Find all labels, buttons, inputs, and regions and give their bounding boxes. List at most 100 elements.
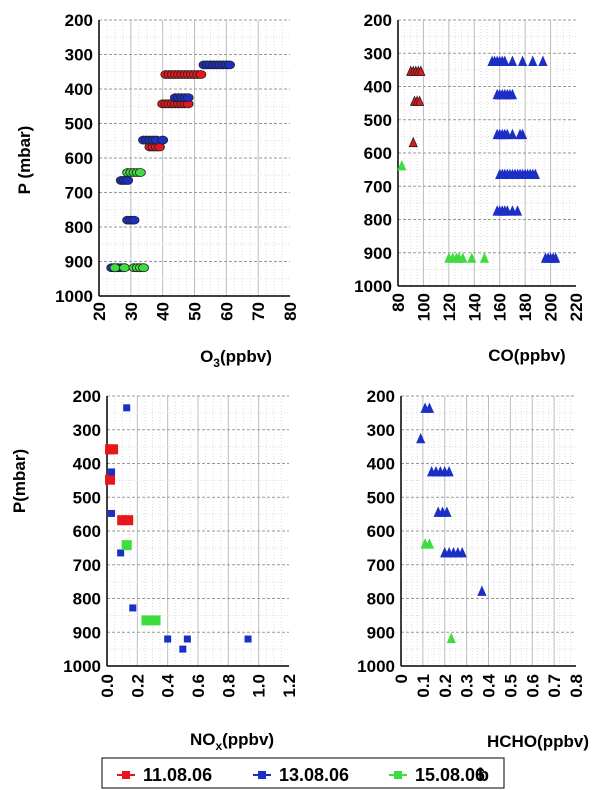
data-point	[530, 168, 540, 180]
y-tick-label: 1000	[63, 657, 101, 676]
x-tick-label: 0.1	[414, 674, 433, 698]
series-2	[487, 55, 561, 263]
data-point	[500, 55, 510, 66]
y-tick-label: 500	[364, 111, 392, 130]
x-tick-label: 0.7	[545, 674, 564, 698]
y-tick-label: 400	[367, 455, 395, 474]
data-point	[517, 128, 528, 140]
y-tick-label: 600	[65, 149, 93, 168]
y-tick-label: 500	[65, 115, 93, 134]
x-tick-label: 40	[154, 302, 173, 321]
data-point	[108, 444, 119, 455]
y-axis-label: P (mbar)	[15, 126, 34, 195]
x-tick-label: 160	[491, 293, 510, 321]
y-tick-label: 200	[73, 387, 101, 406]
y-tick-label: 900	[65, 253, 93, 272]
x-tick-label: 0.0	[98, 674, 117, 698]
y-tick-label: 700	[364, 177, 392, 196]
data-point	[123, 404, 131, 412]
series-3	[109, 168, 149, 273]
x-tick-label: 0.8	[567, 674, 586, 698]
y-axis-label: P(mbar)	[10, 449, 29, 513]
data-point	[424, 402, 435, 413]
legend: 11.08.06 13.08.06 15.08.06b	[101, 757, 505, 789]
legend-suffix: b	[478, 765, 489, 785]
data-point	[117, 515, 128, 526]
y-tick-label: 700	[73, 556, 101, 575]
x-tick-label: 1.0	[250, 674, 269, 698]
data-point	[183, 635, 191, 643]
legend-label: 11.08.06	[143, 765, 212, 785]
y-tick-label: 800	[73, 590, 101, 609]
data-point	[195, 70, 207, 79]
series-2	[108, 404, 252, 653]
grid	[400, 395, 576, 666]
y-tick-label: 800	[364, 211, 392, 230]
data-point	[141, 615, 152, 626]
x-tick-label: 70	[249, 302, 268, 321]
y-tick-label: 500	[367, 488, 395, 507]
x-tick-label: 0.4	[480, 673, 499, 697]
x-tick-label: 0	[392, 674, 411, 683]
x-tick-label: 20	[90, 302, 109, 321]
x-axis-label: NOx(ppbv)	[190, 730, 274, 753]
series-3	[420, 538, 456, 644]
series-1	[406, 65, 426, 148]
x-tick-label: 0.6	[189, 674, 208, 698]
data-point	[442, 506, 452, 517]
data-point	[424, 538, 435, 549]
x-tick-label: 80	[389, 293, 408, 312]
x-tick-label: 120	[440, 293, 459, 321]
data-point	[244, 635, 252, 643]
data-point	[128, 215, 140, 225]
data-point	[108, 468, 116, 476]
legend-label: 13.08.06	[279, 765, 349, 785]
data-point	[164, 635, 172, 643]
data-point	[122, 176, 134, 185]
data-point	[117, 549, 125, 557]
data-point	[444, 465, 454, 477]
y-tick-label: 900	[367, 623, 395, 642]
y-tick-label: 600	[367, 522, 395, 541]
legend-swatch-marker	[122, 771, 130, 779]
series-2	[106, 60, 235, 273]
data-point	[129, 604, 137, 612]
data-point	[416, 432, 426, 444]
y-tick-label: 300	[65, 46, 93, 65]
y-tick-label: 400	[364, 78, 392, 97]
series-3	[397, 159, 490, 263]
data-point	[416, 65, 426, 76]
data-point	[551, 252, 561, 263]
x-tick-label: 0.2	[436, 674, 455, 698]
data-point	[138, 263, 149, 273]
x-axis-label: HCHO(ppbv)	[487, 732, 589, 751]
data-point	[119, 263, 130, 273]
data-point	[467, 252, 477, 263]
x-tick-label: 0.4	[159, 673, 178, 697]
x-axis-label: O3(ppbv)	[200, 347, 272, 370]
y-tick-label: 1000	[354, 277, 392, 296]
data-point	[134, 168, 146, 177]
y-tick-label: 200	[65, 11, 93, 30]
data-point	[446, 632, 456, 644]
y-tick-label: 900	[364, 244, 392, 263]
data-point	[414, 95, 425, 106]
x-tick-label: 80	[281, 302, 300, 321]
x-tick-label: 200	[542, 293, 561, 321]
y-tick-label: 1000	[357, 657, 395, 676]
data-point	[507, 88, 518, 100]
data-point	[477, 585, 487, 596]
data-point	[121, 540, 132, 551]
y-tick-label: 600	[364, 144, 392, 163]
series-1	[105, 444, 134, 526]
y-tick-label: 400	[73, 455, 101, 474]
y-tick-label: 800	[367, 590, 395, 609]
legend-label: 15.08.06	[415, 765, 485, 785]
legend-swatch-marker	[394, 771, 402, 779]
legend-swatch-marker	[258, 771, 266, 779]
y-tick-label: 300	[73, 421, 101, 440]
y-tick-label: 800	[65, 218, 93, 237]
